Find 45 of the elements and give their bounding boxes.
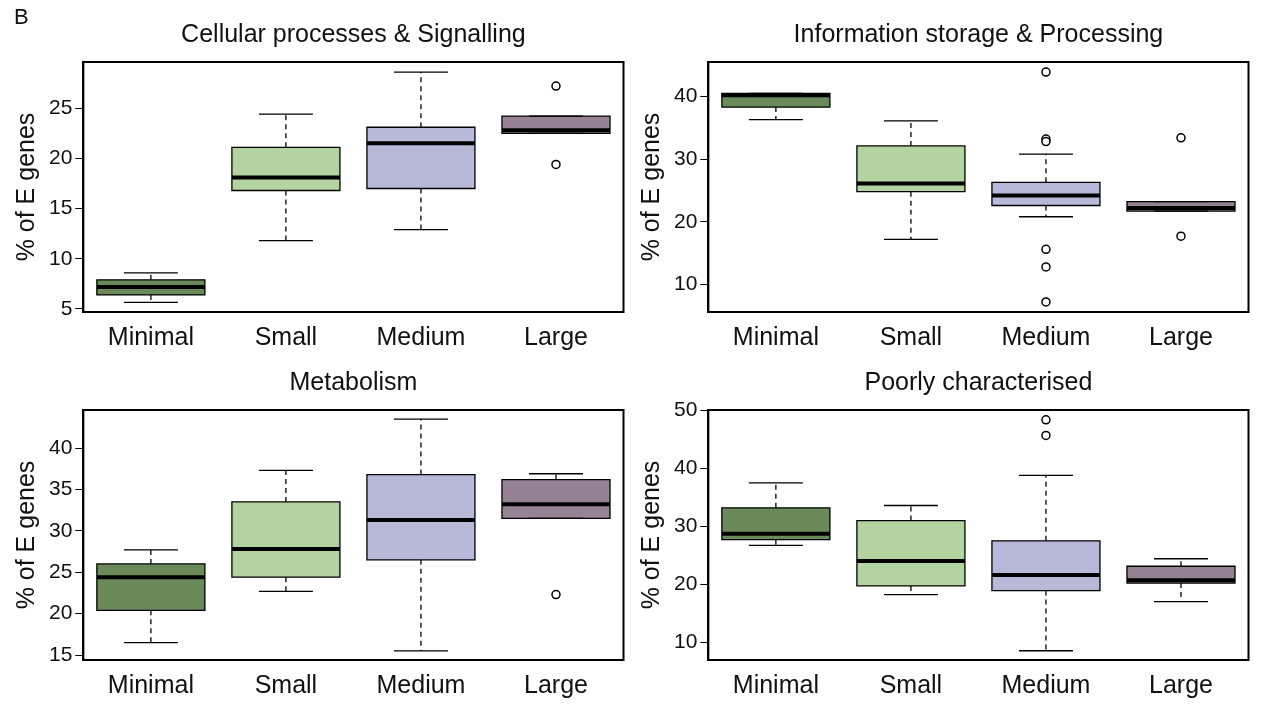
y-tick-label: 25 bbox=[49, 559, 73, 583]
x-tick-label: Medium bbox=[376, 321, 466, 350]
chart-title: Cellular processes & Signalling bbox=[181, 18, 526, 47]
y-tick-label: 5 bbox=[60, 295, 73, 319]
x-tick-label: Large bbox=[1149, 669, 1213, 698]
y-tick-label: 20 bbox=[49, 600, 73, 624]
x-tick-label: Minimal bbox=[107, 321, 194, 350]
y-axis-title: % of E genes bbox=[635, 112, 664, 262]
x-tick-label: Minimal bbox=[107, 669, 194, 698]
x-tick-label: Large bbox=[524, 669, 588, 698]
y-tick-label: 20 bbox=[674, 208, 698, 232]
chart-title: Poorly characterised bbox=[864, 366, 1093, 395]
y-axis-title: % of E genes bbox=[635, 460, 664, 610]
y-axis-title: % of E genes bbox=[10, 112, 39, 262]
y-axis-title: % of E genes bbox=[10, 460, 39, 610]
x-tick-label: Small bbox=[879, 321, 943, 350]
y-tick-label: 20 bbox=[49, 145, 73, 169]
y-tick-label: 40 bbox=[674, 455, 698, 479]
y-tick-label: 20 bbox=[674, 570, 698, 594]
y-tick-label: 10 bbox=[674, 271, 698, 295]
y-tick-label: 10 bbox=[49, 245, 73, 269]
x-tick-label: Large bbox=[1149, 321, 1213, 350]
y-tick-label: 30 bbox=[49, 517, 73, 541]
x-tick-label: Medium bbox=[1001, 321, 1091, 350]
chart-title: Information storage & Processing bbox=[793, 18, 1164, 47]
x-tick-label: Minimal bbox=[732, 321, 819, 350]
y-tick-label: 30 bbox=[674, 513, 698, 537]
x-tick-label: Small bbox=[254, 669, 318, 698]
x-tick-label: Small bbox=[879, 669, 943, 698]
y-tick-label: 15 bbox=[49, 195, 73, 219]
x-tick-label: Small bbox=[254, 321, 318, 350]
y-tick-label: 10 bbox=[674, 628, 698, 652]
y-tick-label: 40 bbox=[674, 83, 698, 107]
y-tick-label: 30 bbox=[674, 145, 698, 169]
x-tick-label: Large bbox=[524, 321, 588, 350]
x-tick-label: Minimal bbox=[732, 669, 819, 698]
y-tick-label: 25 bbox=[49, 94, 73, 118]
text: B bbox=[14, 4, 29, 30]
y-tick-label: 35 bbox=[49, 476, 73, 500]
x-tick-label: Medium bbox=[376, 669, 466, 698]
y-tick-label: 15 bbox=[49, 641, 73, 665]
y-tick-label: 50 bbox=[674, 397, 698, 421]
x-tick-label: Medium bbox=[1001, 669, 1091, 698]
y-tick-label: 40 bbox=[49, 434, 73, 458]
chart-title: Metabolism bbox=[289, 366, 418, 395]
